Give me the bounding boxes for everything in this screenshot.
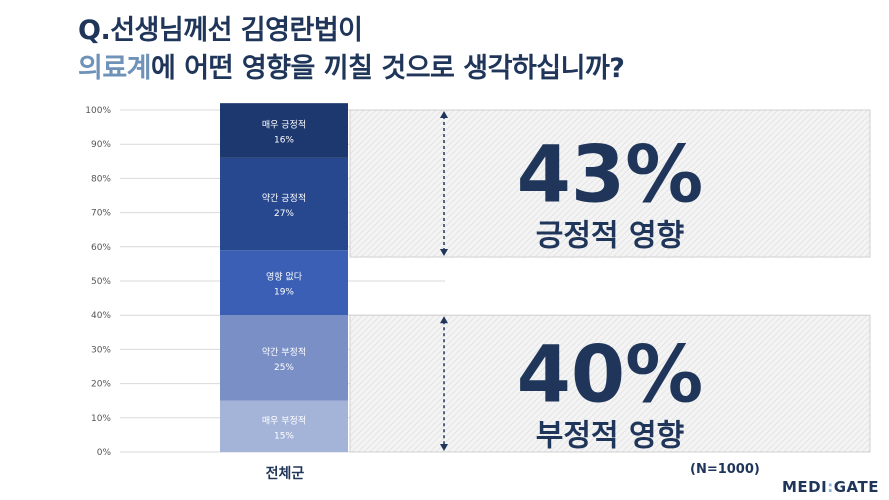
arrow-head-down [440,249,448,257]
segment-name-label: 매우 긍정적 [262,119,306,131]
segment-name-label: 영향 없다 [266,271,303,283]
segment-value-label: 27% [274,209,294,219]
brand-logo: MEDI:GATE [782,478,879,496]
y-tick-label: 10% [91,414,111,424]
question-line-2-rest: 에 어떤 영향을 끼칠 것으로 생각하십니까? [151,53,625,84]
summary-percent: 40% [517,331,704,421]
y-tick-label: 100% [85,106,111,116]
bar-segment [220,315,348,401]
y-tick-label: 0% [97,448,112,458]
y-tick-label: 80% [91,174,111,184]
y-tick-label: 70% [91,209,111,219]
segment-value-label: 19% [274,288,294,298]
y-tick-label: 90% [91,140,111,150]
arrow-head-up [440,316,448,324]
segment-name-label: 약간 부정적 [262,346,306,358]
summary-panel [349,314,871,453]
question-highlight-word: 의료계 [78,53,152,84]
segment-value-label: 16% [274,136,294,146]
range-arrows [440,111,448,451]
bar-segment [220,400,348,452]
y-tick-label: 40% [91,311,111,321]
segment-value-label: 15% [274,431,294,441]
summary-caption: 부정적 영향 [536,419,684,454]
y-tick-label: 50% [91,277,111,287]
sample-size-note: (N=1000) [690,462,760,477]
y-axis-ticks: 0% 10% 20% 30% 40% 50% 60% 70% 80% 90% 100% [85,106,111,458]
bar-segment [220,250,348,316]
question-line-2: 의료계에 어떤 영향을 끼칠 것으로 생각하십니까? [78,46,625,85]
segment-name-label: 약간 긍정적 [262,192,306,204]
bar-segment [220,103,348,158]
arrow-head-down [440,444,448,451]
y-tick-label: 60% [91,243,111,253]
stacked-bar: 매우 부정적 15% 약간 부정적 25% 영향 없다 19% 약간 긍정적 27% 매우 긍정… [220,103,348,452]
segment-value-label: 25% [274,363,294,373]
y-tick-label: 20% [91,380,111,390]
y-tick-label: 30% [91,345,111,355]
summary-texts: 43%긍정적 영향 40%부정적 영향 [517,131,704,454]
summary-panels [349,109,871,453]
arrow-head-up [440,111,448,118]
summary-caption: 긍정적 영향 [536,219,684,254]
category-label: 전체군 [265,466,305,482]
bar-segment [220,157,348,251]
summary-panel [349,109,871,258]
question-line-1: Q.선생님께선 김영란법이 [78,15,363,46]
segment-name-label: 매우 부정적 [262,414,306,426]
summary-percent: 43% [517,131,704,221]
